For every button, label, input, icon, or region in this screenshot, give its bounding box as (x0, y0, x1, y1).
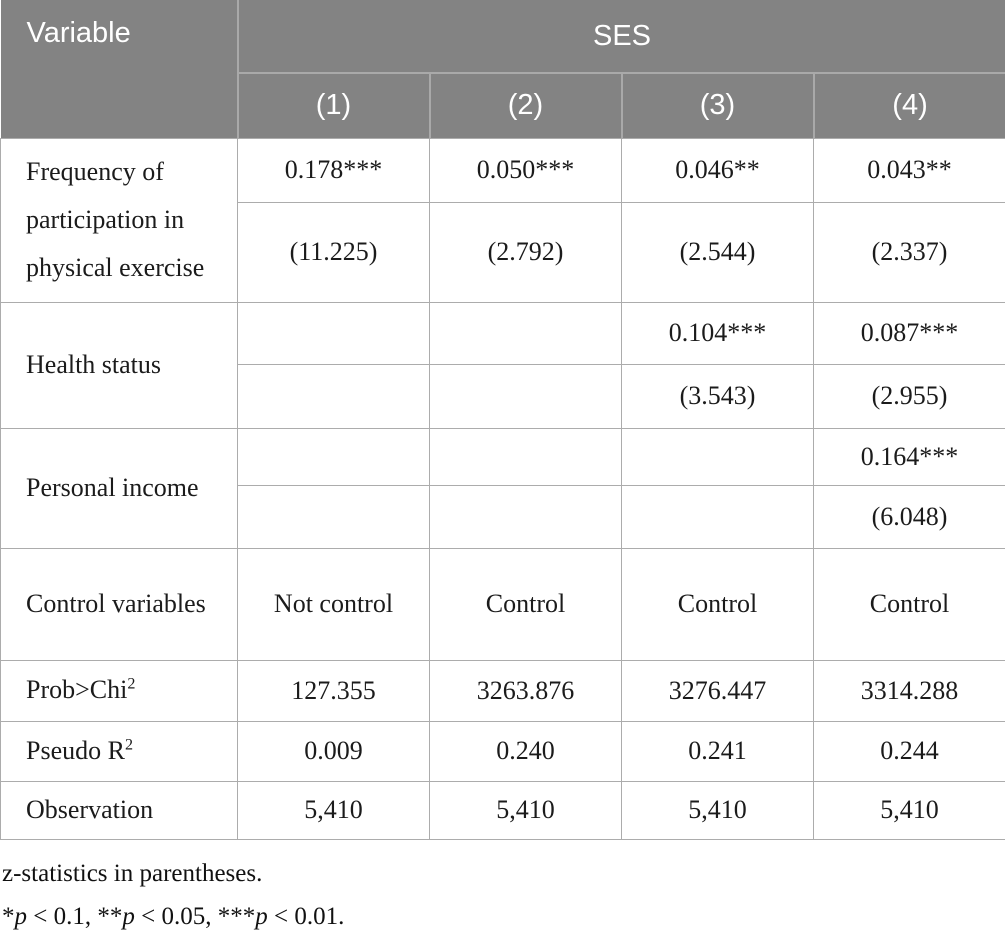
summary-value-cell: 127.355 (238, 660, 430, 721)
summary-label: Pseudo R (26, 736, 125, 765)
coef-cell: 0.046** (622, 138, 814, 202)
variable-cell: Frequency of participation in physical e… (1, 138, 238, 302)
table-header: Variable SES (1) (2) (3) (4) (1, 0, 1005, 138)
summary-value-cell: 5,410 (430, 781, 622, 839)
coef-cell: 0.050*** (430, 138, 622, 202)
table-row-pseudo-r2: Pseudo R2 0.009 0.240 0.241 0.244 (1, 721, 1005, 781)
summary-value-cell: 3314.288 (814, 660, 1005, 721)
variable-column-header: Variable (1, 0, 238, 138)
summary-value-cell: 3263.876 (430, 660, 622, 721)
zstat-cell: (2.337) (814, 202, 1005, 302)
zstat-cell: (2.955) (814, 364, 1005, 428)
summary-value-cell: 0.009 (238, 721, 430, 781)
summary-value-cell: Control (814, 548, 1005, 660)
summary-value-cell: Not control (238, 548, 430, 660)
summary-value-cell: 5,410 (814, 781, 1005, 839)
zstat-cell: (3.543) (622, 364, 814, 428)
table-row-exercise-coef: Frequency of participation in physical e… (1, 138, 1005, 202)
zstat-note: z-statistics in parentheses. (2, 852, 1005, 895)
table-notes: z-statistics in parentheses. *p < 0.1, *… (0, 840, 1005, 938)
summary-label-superscript: 2 (127, 676, 135, 693)
model-header-3: (3) (622, 73, 814, 138)
table-row-prob-chi2: Prob>Chi2 127.355 3263.876 3276.447 3314… (1, 660, 1005, 721)
table-body: Frequency of participation in physical e… (1, 138, 1005, 839)
variable-cell: Health status (1, 302, 238, 428)
significance-note: *p < 0.1, **p < 0.05, ***p < 0.01. (2, 895, 1005, 938)
coef-cell (238, 428, 430, 485)
coef-cell: 0.043** (814, 138, 1005, 202)
table-row-health-coef: Health status 0.104*** 0.087*** (1, 302, 1005, 364)
summary-value-cell: 0.241 (622, 721, 814, 781)
zstat-cell (622, 485, 814, 548)
zstat-cell: (6.048) (814, 485, 1005, 548)
coef-cell: 0.178*** (238, 138, 430, 202)
summary-label: Observation (26, 795, 153, 824)
summary-value-cell: 5,410 (622, 781, 814, 839)
zstat-cell: (2.792) (430, 202, 622, 302)
summary-label-cell: Pseudo R2 (1, 721, 238, 781)
summary-label: Control variables (26, 589, 206, 618)
summary-value-cell: 3276.447 (622, 660, 814, 721)
ses-group-header: SES (238, 0, 1005, 73)
regression-table: Variable SES (1) (2) (3) (4) Frequency o… (0, 0, 1005, 840)
table-row-observation: Observation 5,410 5,410 5,410 5,410 (1, 781, 1005, 839)
coef-cell (622, 428, 814, 485)
coef-cell (238, 302, 430, 364)
summary-value-cell: 0.244 (814, 721, 1005, 781)
summary-label-cell: Control variables (1, 548, 238, 660)
summary-value-cell: 5,410 (238, 781, 430, 839)
zstat-cell (430, 485, 622, 548)
summary-value-cell: 0.240 (430, 721, 622, 781)
coef-cell: 0.087*** (814, 302, 1005, 364)
table-row-income-coef: Personal income 0.164*** (1, 428, 1005, 485)
zstat-cell: (11.225) (238, 202, 430, 302)
summary-label-cell: Observation (1, 781, 238, 839)
model-header-4: (4) (814, 73, 1005, 138)
zstat-cell (238, 485, 430, 548)
coef-cell: 0.104*** (622, 302, 814, 364)
summary-label-superscript: 2 (125, 736, 133, 753)
coef-cell: 0.164*** (814, 428, 1005, 485)
variable-cell: Personal income (1, 428, 238, 548)
summary-value-cell: Control (622, 548, 814, 660)
zstat-cell (430, 364, 622, 428)
summary-label-cell: Prob>Chi2 (1, 660, 238, 721)
coef-cell (430, 302, 622, 364)
model-header-1: (1) (238, 73, 430, 138)
coef-cell (430, 428, 622, 485)
table-row-control-variables: Control variables Not control Control Co… (1, 548, 1005, 660)
summary-value-cell: Control (430, 548, 622, 660)
zstat-cell: (2.544) (622, 202, 814, 302)
zstat-cell (238, 364, 430, 428)
model-header-2: (2) (430, 73, 622, 138)
summary-label: Prob>Chi (26, 675, 127, 704)
